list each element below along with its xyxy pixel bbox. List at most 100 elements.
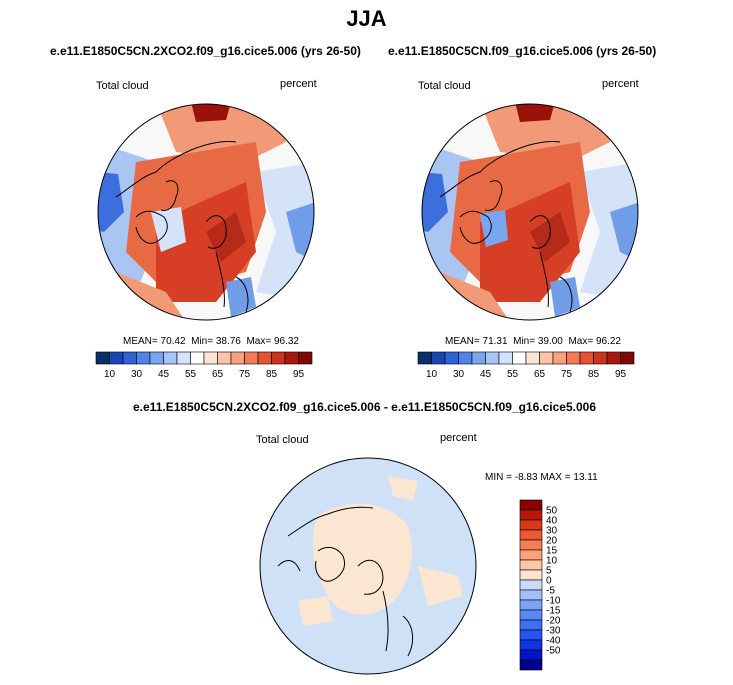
colorbar-swatch [458, 351, 473, 365]
colorbar-tick-label: 45 [480, 369, 492, 380]
colorbar-swatch [552, 351, 567, 365]
colorbar-swatch [298, 351, 313, 365]
max-value: 96.32 [273, 336, 299, 347]
colorbar-swatch [471, 351, 486, 365]
panel-2-variable-label: Total cloud [418, 80, 471, 92]
cloud-region-deep-red [191, 104, 231, 122]
colorbar-swatch [519, 649, 543, 661]
panel-3-polar-map [259, 457, 477, 675]
colorbar-swatch [444, 351, 459, 365]
diff-region-peach-north [388, 476, 418, 501]
colorbar-swatch [519, 629, 543, 641]
diff-region-peach-east [418, 566, 463, 606]
diff-region-peach-arctic [312, 503, 412, 615]
colorbar-swatch [244, 351, 259, 365]
colorbar-tick-label: 40 [546, 516, 558, 527]
colorbar-tick-label: 85 [266, 369, 278, 380]
colorbar-swatch [620, 351, 635, 365]
colorbar-tick-label: -50 [546, 646, 561, 657]
colorbar-swatch [519, 529, 543, 541]
cloud-region-deep-red [515, 104, 555, 122]
colorbar-tick-label: 15 [546, 546, 558, 557]
cloud-region-blue-deep-west [422, 172, 448, 232]
colorbar-swatch [519, 559, 543, 571]
colorbar-tick-label: 95 [293, 369, 305, 380]
colorbar-tick-label: 5 [546, 566, 552, 577]
colorbar-tick-label: 55 [507, 369, 519, 380]
panel-2-units-label: percent [602, 78, 639, 90]
colorbar-swatch [579, 351, 594, 365]
colorbar-swatch [519, 609, 543, 621]
colorbar-swatch [519, 549, 543, 561]
colorbar-tick-label: 75 [239, 369, 251, 380]
colorbar-swatch [431, 351, 446, 365]
colorbar-swatch [606, 351, 621, 365]
colorbar-tick-label: 50 [546, 506, 558, 517]
max-label: MAX = [540, 472, 571, 483]
panel-3-units-label: percent [440, 432, 477, 444]
colorbar-swatch [519, 599, 543, 611]
colorbar-tick-label: 95 [615, 369, 627, 380]
colorbar-swatch [519, 639, 543, 651]
colorbar-swatch [417, 351, 432, 365]
colorbar-swatch [190, 351, 205, 365]
colorbar-swatch [519, 619, 543, 631]
colorbar-tick-label: -20 [546, 616, 561, 627]
colorbar-swatch [566, 351, 581, 365]
colorbar-swatch [593, 351, 608, 365]
colorbar-swatch [519, 659, 543, 671]
min-value: 39.00 [537, 336, 563, 347]
colorbar-tick-label: 30 [453, 369, 465, 380]
figure-title: JJA [346, 6, 387, 31]
panel-1-colorbar: 10 30 45 55 65 75 85 95 [95, 351, 313, 380]
max-label: Max= [246, 336, 272, 347]
panel-2-title: e.e11.E1850C5CN.f09_g16.cice5.006 (yrs 2… [388, 44, 657, 58]
colorbar-swatch [519, 589, 543, 601]
map-border [97, 103, 315, 321]
max-label: Max= [568, 336, 594, 347]
colorbar-swatch [485, 351, 500, 365]
colorbar-swatch [519, 499, 543, 511]
panel-3-variable-label: Total cloud [256, 434, 309, 446]
colorbar-tick-label: 65 [212, 369, 224, 380]
colorbar-swatch [109, 351, 124, 365]
colorbar-tick-label: 10 [546, 556, 558, 567]
colorbar-tick-label: -30 [546, 626, 561, 637]
panel-2-colorbar: 10 30 45 55 65 75 85 95 [417, 351, 635, 380]
panel-2-polar-map [421, 103, 639, 321]
panel-1-variable-label: Total cloud [96, 80, 149, 92]
colorbar-swatch [257, 351, 272, 365]
coastline [115, 141, 249, 313]
colorbar-tick-label: 10 [426, 369, 438, 380]
colorbar-tick-label: 55 [185, 369, 197, 380]
colorbar-tick-label: 30 [546, 526, 558, 537]
cloud-region-pale-blue-greenland [151, 207, 186, 252]
max-value: 13.11 [573, 472, 598, 483]
colorbar-swatch [519, 519, 543, 531]
colorbar-swatch [498, 351, 513, 365]
colorbar-tick-label: 75 [561, 369, 573, 380]
mean-value: 71.31 [482, 336, 508, 347]
colorbar-swatch [95, 351, 110, 365]
max-value: 96.22 [595, 336, 621, 347]
panel-3-title: e.e11.E1850C5CN.2XCO2.f09_g16.cice5.006 … [133, 400, 596, 414]
min-label: MIN = [485, 472, 512, 483]
mean-value: 70.42 [160, 336, 186, 347]
colorbar-swatch [149, 351, 164, 365]
colorbar-swatch [519, 539, 543, 551]
min-label: Min= [191, 336, 214, 347]
colorbar-swatch [136, 351, 151, 365]
panel-1-stats: MEAN= 70.42 Min= 38.76 Max= 96.32 [123, 336, 299, 347]
colorbar-swatch [217, 351, 232, 365]
colorbar-tick-label: 10 [104, 369, 116, 380]
mean-label: MEAN= [123, 336, 158, 347]
panel-2-stats: MEAN= 71.31 Min= 39.00 Max= 96.22 [445, 336, 621, 347]
colorbar-tick-label: -5 [546, 586, 555, 597]
colorbar-swatch [525, 351, 540, 365]
cloud-region-blue-south [550, 277, 580, 317]
panel-1-title: e.e11.E1850C5CN.2XCO2.f09_g16.cice5.006 … [50, 44, 361, 58]
colorbar-swatch [519, 509, 543, 521]
colorbar-swatch [284, 351, 299, 365]
min-value: -8.83 [514, 472, 538, 483]
